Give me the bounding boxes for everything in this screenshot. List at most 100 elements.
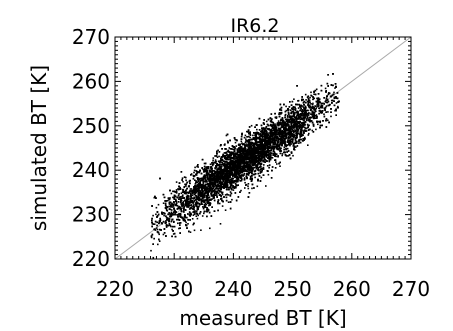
data-point	[212, 157, 215, 159]
data-point	[181, 177, 184, 179]
data-point	[277, 155, 279, 157]
data-point	[217, 149, 219, 152]
data-point	[212, 159, 214, 162]
data-point	[300, 117, 303, 119]
data-point	[203, 171, 205, 173]
data-point	[197, 214, 199, 217]
data-point	[275, 137, 278, 140]
data-point	[333, 91, 335, 94]
data-point	[294, 129, 296, 131]
data-point	[180, 192, 183, 195]
data-point	[176, 214, 178, 216]
data-point	[284, 138, 286, 140]
data-point	[259, 163, 261, 166]
data-point	[192, 197, 195, 200]
data-point	[178, 212, 180, 215]
data-point	[280, 118, 282, 121]
data-point	[249, 149, 251, 152]
data-point	[181, 204, 183, 206]
data-point	[308, 132, 310, 135]
data-point	[190, 188, 193, 190]
data-point	[268, 132, 270, 134]
data-point	[221, 165, 223, 168]
data-point	[175, 190, 178, 193]
data-point	[244, 187, 246, 189]
data-point	[273, 144, 276, 146]
data-point	[260, 155, 263, 158]
data-point	[293, 108, 296, 110]
data-point	[312, 102, 314, 105]
data-point	[178, 205, 181, 208]
data-point	[293, 134, 296, 137]
data-point	[228, 158, 230, 161]
data-point	[235, 145, 238, 147]
data-point	[247, 187, 250, 190]
data-point	[228, 147, 231, 149]
data-point	[275, 155, 277, 158]
data-point	[191, 205, 193, 208]
data-point	[251, 187, 253, 190]
data-point	[152, 214, 154, 217]
data-point	[302, 113, 304, 115]
data-point	[311, 104, 314, 106]
data-point	[203, 169, 205, 172]
data-point	[179, 213, 182, 215]
data-point	[259, 168, 261, 171]
data-point	[309, 119, 311, 122]
data-point	[212, 194, 214, 197]
data-point	[150, 249, 152, 252]
data-point	[287, 155, 290, 157]
data-point	[155, 227, 158, 229]
data-point	[243, 164, 245, 166]
data-point	[181, 204, 184, 207]
data-point	[209, 227, 211, 230]
data-point	[226, 185, 229, 188]
data-point	[192, 211, 194, 213]
data-point	[294, 137, 297, 139]
data-point	[259, 155, 262, 157]
data-point	[304, 93, 307, 96]
data-point	[282, 151, 285, 154]
data-point	[250, 124, 253, 127]
data-point	[307, 109, 309, 112]
data-point	[192, 223, 194, 226]
data-point	[206, 181, 208, 183]
data-point	[170, 225, 172, 228]
data-point	[255, 139, 257, 141]
data-point	[284, 143, 287, 145]
data-point	[286, 134, 288, 136]
data-point	[291, 110, 293, 113]
data-point	[178, 196, 181, 199]
data-point	[309, 101, 311, 104]
data-point	[292, 154, 294, 157]
data-point	[192, 201, 195, 203]
data-point	[193, 229, 196, 232]
data-point	[263, 164, 265, 166]
data-point	[259, 172, 262, 174]
data-point	[322, 110, 324, 112]
data-point	[308, 106, 310, 108]
data-point	[315, 110, 317, 113]
data-point	[202, 206, 204, 208]
data-point	[249, 136, 251, 139]
data-point	[303, 121, 306, 124]
data-point	[305, 99, 307, 101]
data-point	[278, 146, 281, 149]
data-point	[236, 170, 238, 172]
data-point	[155, 206, 158, 209]
data-point	[281, 131, 284, 134]
data-point	[309, 105, 312, 108]
data-point	[175, 189, 178, 191]
data-point	[277, 140, 279, 142]
data-point	[180, 196, 183, 198]
data-point	[285, 105, 287, 108]
data-point	[306, 109, 308, 112]
data-point	[293, 145, 296, 147]
data-point	[293, 127, 295, 130]
data-point	[216, 195, 218, 197]
data-point	[199, 192, 202, 194]
data-point	[308, 106, 311, 109]
data-point	[292, 137, 295, 139]
data-point	[324, 87, 327, 90]
data-point	[275, 129, 278, 131]
